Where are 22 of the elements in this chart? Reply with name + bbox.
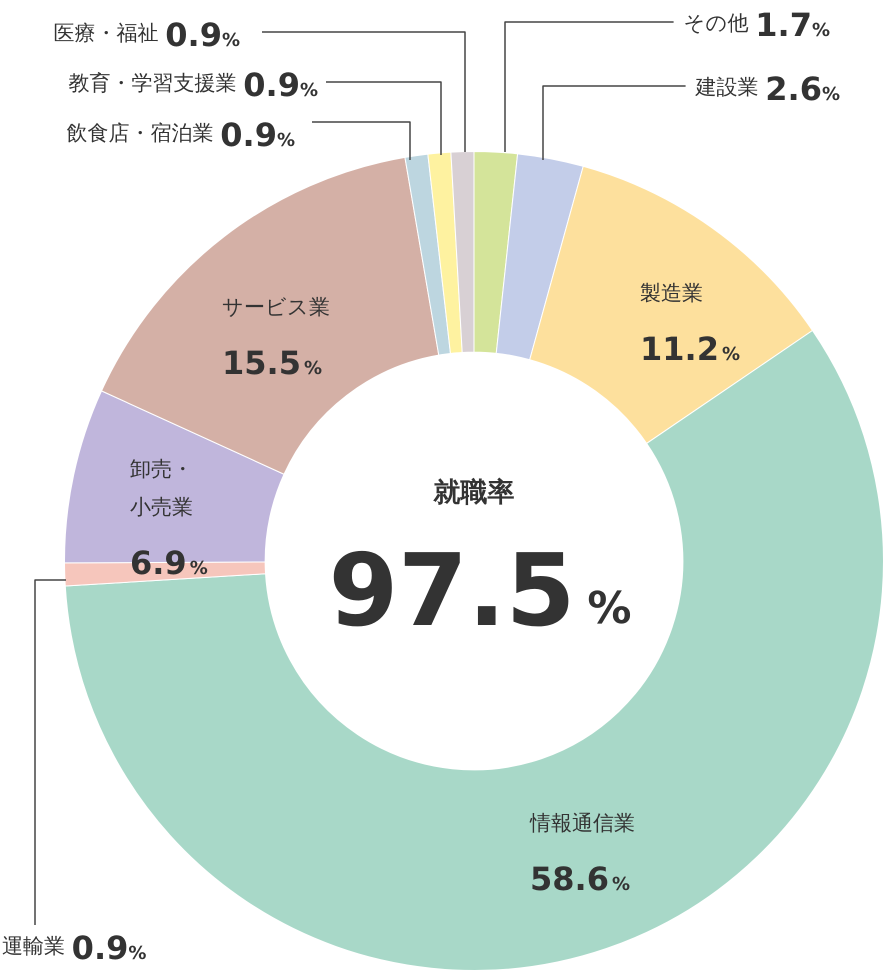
slice-label: 運輸業 xyxy=(2,934,72,958)
text: 就職率 xyxy=(432,477,514,508)
slice-label: 教育・学習支援業 xyxy=(68,71,244,95)
data-label: 2.6% xyxy=(765,70,840,108)
data-label: 6.9% xyxy=(130,544,208,582)
data-label: 11.2% xyxy=(640,330,740,368)
data-label: 1.7% xyxy=(755,6,830,44)
data-label: 15.5% xyxy=(222,344,322,382)
data-label: 58.6% xyxy=(530,860,630,898)
slice-label: サービス業 xyxy=(222,295,330,319)
slice-label: 建設業 xyxy=(694,75,766,99)
data-label: 0.9% xyxy=(243,66,318,104)
slice-label: 医療・福祉 xyxy=(54,21,166,45)
slice-label: 卸売・小売業 xyxy=(130,457,193,519)
data-label: 0.9% xyxy=(165,16,240,54)
slice-label: その他 xyxy=(684,11,756,35)
slice-label: 飲食店・宿泊業 xyxy=(66,121,220,145)
data-label: 0.9% xyxy=(220,116,296,154)
data-label: 0.9% xyxy=(72,929,146,967)
slice-label: 情報通信業 xyxy=(529,811,635,835)
slice-label: 製造業 xyxy=(640,281,703,305)
text: 97.5% xyxy=(328,532,632,649)
